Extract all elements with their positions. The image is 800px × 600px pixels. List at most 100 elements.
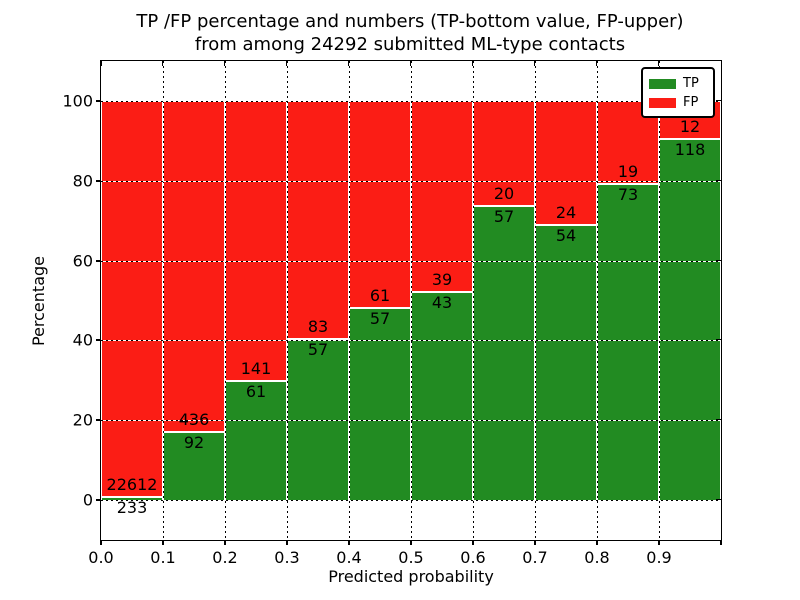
fp-bar-segment [350,100,410,308]
x-gridline [658,61,660,540]
legend-item-fp: FP [649,93,713,112]
x-tick [596,540,598,545]
tp-bar-segment [660,137,720,501]
y-tick [96,419,101,422]
tp-count-label: 57 [493,206,515,226]
tp-bar-segment [474,204,534,501]
fp-count-label: 39 [431,269,453,289]
x-tick-label: 0.2 [212,548,238,567]
y-tick [96,179,101,182]
x-tick-label: 0.5 [398,548,424,567]
x-gridline [596,61,598,540]
y-tick [96,499,101,502]
fp-bar-segment [226,100,286,380]
x-gridline [224,61,226,540]
fp-count-label: 83 [307,316,329,336]
tp-bar-segment [288,337,348,501]
x-tick-label: 0.4 [336,548,362,567]
fp-legend-swatch [649,97,676,108]
tp-count-label: 92 [183,432,205,452]
fp-count-label: 20 [493,183,515,203]
tp-count-label: 54 [555,225,577,245]
tp-count-label: 43 [431,292,453,312]
legend: TP FP [641,67,715,118]
tp-bar-segment [598,183,658,501]
y-tick-label: 0 [82,490,93,510]
x-gridline [534,61,536,540]
x-tick [472,540,474,545]
fp-count-label: 19 [617,162,639,182]
fp-bar-segment [102,100,162,496]
chart-title-line2: from among 24292 submitted ML-type conta… [194,34,626,55]
tp-count-label: 233 [116,498,148,517]
y-gridline [101,340,721,342]
x-tick [720,540,722,545]
tp-count-label: 73 [617,185,639,205]
tp-bar-segment [350,307,410,501]
x-tick-label: 0.1 [150,548,176,567]
fp-count-label: 24 [555,202,577,222]
x-tick-label: 0.0 [88,548,114,567]
tp-legend-label: TP [683,76,699,91]
y-tick [96,99,101,102]
tp-legend-swatch [649,78,676,89]
legend-item-tp: TP [649,74,713,93]
chart-title: TP /FP percentage and numbers (TP-bottom… [100,10,720,56]
tp-bar-segment [226,379,286,501]
fp-count-label: 61 [369,286,391,306]
x-tick [286,540,288,545]
y-tick-label: 60 [72,251,93,271]
x-gridline [410,61,412,540]
x-tick-label: 0.9 [646,548,672,567]
y-gridline [101,260,721,262]
fp-count-label: 141 [240,358,272,378]
x-tick-top [100,61,102,66]
plot-area: Percentage Predicted probability TP FP 0… [29,60,722,586]
x-tick-label: 0.8 [584,548,610,567]
x-tick [100,540,102,545]
x-gridline [472,61,474,540]
x-tick [410,540,412,545]
fp-bar-segment [288,100,348,338]
tp-bar-segment [536,223,596,501]
tp-bar-segment [102,496,162,501]
tp-count-label: 57 [369,309,391,329]
x-gridline [348,61,350,540]
chart-title-line1: TP /FP percentage and numbers (TP-bottom… [136,11,684,32]
x-tick-label: 0.6 [460,548,486,567]
y-tick [96,339,101,342]
x-tick [658,540,660,545]
y-axis-label: Percentage [29,255,48,346]
y-gridline [101,100,721,102]
x-tick [534,540,536,545]
y-tick [96,259,101,262]
x-tick [224,540,226,545]
x-axis-label: Predicted probability [328,567,494,586]
fp-legend-label: FP [683,95,699,110]
x-tick-label: 0.3 [274,548,300,567]
y-gridline [101,180,721,182]
tp-count-label: 57 [307,339,329,359]
fp-bar-segment [536,100,596,224]
tp-bar-segment [164,430,224,501]
y-tick-label: 80 [72,171,93,191]
tp-bar-segment [412,290,472,501]
y-gridline [101,420,721,422]
fp-bar-segment [474,100,534,205]
fp-count-label: 22612 [106,475,158,494]
x-tick [162,540,164,545]
y-gridline [101,500,721,502]
y-tick-label: 100 [62,91,93,111]
x-gridline [286,61,288,540]
fp-count-label: 436 [178,409,210,429]
fp-bar-segment [412,100,472,291]
x-gridline [162,61,164,540]
tp-count-label: 61 [245,381,267,401]
y-tick-label: 20 [72,410,93,430]
x-tick-label: 0.7 [522,548,548,567]
x-tick [348,540,350,545]
tp-count-label: 118 [674,139,706,159]
y-tick-label: 40 [72,330,93,350]
fp-bar-segment [164,100,224,431]
